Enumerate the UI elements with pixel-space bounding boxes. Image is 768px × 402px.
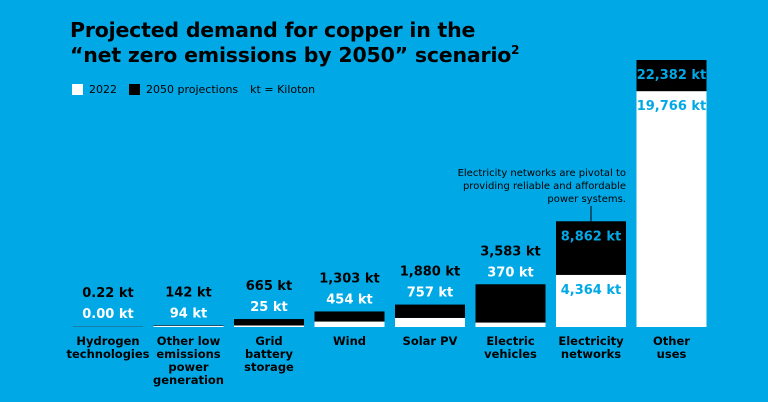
title-line-2: “net zero emissions by 2050” scenario2 bbox=[70, 43, 520, 68]
value-label-2022: 94 kt bbox=[170, 306, 207, 321]
annotation-text: power systems. bbox=[547, 194, 626, 205]
value-label-2022: 25 kt bbox=[250, 300, 287, 315]
category-label: Grid bbox=[255, 334, 282, 348]
value-label-2022: 454 kt bbox=[326, 292, 373, 307]
value-label-2050: 142 kt bbox=[165, 285, 212, 300]
legend-label-2022: 2022 bbox=[89, 83, 117, 96]
bar-2022 bbox=[556, 274, 626, 327]
value-label-2050: 3,583 kt bbox=[480, 244, 541, 259]
bar-2022 bbox=[314, 321, 385, 327]
category-label: generation bbox=[153, 373, 224, 387]
title-line-2-text: “net zero emissions by 2050” scenario bbox=[70, 43, 512, 67]
value-label-2022: 4,364 kt bbox=[561, 283, 622, 298]
category-label: Electricity bbox=[558, 334, 624, 348]
value-label-2050: 1,303 kt bbox=[319, 271, 380, 286]
bar-2050 bbox=[73, 326, 143, 327]
bar-2022 bbox=[395, 317, 465, 327]
bar-2050 bbox=[475, 284, 546, 327]
title-line-1: Projected demand for copper in the bbox=[70, 18, 476, 42]
category-label: battery bbox=[245, 347, 293, 361]
legend: 2022 2050 projections kt = Kiloton bbox=[72, 83, 315, 96]
category-label: Hydrogen bbox=[76, 334, 139, 348]
bar-2022 bbox=[636, 91, 707, 327]
category-label: Wind bbox=[333, 334, 366, 348]
category-label: Solar PV bbox=[403, 334, 458, 348]
category-label: networks bbox=[561, 347, 621, 361]
category-label: technologies bbox=[66, 347, 149, 361]
bar-2022 bbox=[475, 322, 546, 327]
category-label: power bbox=[168, 360, 209, 374]
value-label-2022: 19,766 kt bbox=[637, 99, 707, 114]
unit-note: kt = Kiloton bbox=[250, 83, 316, 96]
footnote-marker: 2 bbox=[511, 43, 520, 57]
value-label-2022: 0.00 kt bbox=[82, 307, 133, 322]
value-label-2022: 757 kt bbox=[407, 286, 454, 301]
category-label: uses bbox=[657, 347, 687, 361]
category-label: storage bbox=[244, 360, 294, 374]
category-label: Other low bbox=[157, 334, 221, 348]
value-label-2022: 370 kt bbox=[487, 265, 534, 280]
legend-label-2050: 2050 projections bbox=[146, 83, 239, 96]
legend-swatch-2022 bbox=[72, 84, 83, 95]
value-label-2050: 665 kt bbox=[246, 279, 293, 294]
value-label-2050: 1,880 kt bbox=[400, 265, 461, 280]
value-label-2050: 0.22 kt bbox=[82, 286, 133, 301]
value-label-2050: 22,382 kt bbox=[637, 68, 707, 83]
category-label: vehicles bbox=[484, 347, 537, 361]
value-label-2050: 8,862 kt bbox=[561, 229, 622, 244]
bar-2022 bbox=[153, 325, 224, 327]
category-label: Other bbox=[653, 334, 690, 348]
legend-swatch-2050 bbox=[129, 84, 140, 95]
annotation-text: providing reliable and affordable bbox=[463, 181, 626, 192]
category-label: emissions bbox=[156, 347, 220, 361]
bar-2022 bbox=[234, 325, 304, 327]
category-label: Electric bbox=[486, 334, 535, 348]
annotation-text: Electricity networks are pivotal to bbox=[458, 168, 626, 179]
chart-title: Projected demand for copper in the “net … bbox=[70, 18, 520, 68]
bar-2050 bbox=[234, 319, 304, 327]
